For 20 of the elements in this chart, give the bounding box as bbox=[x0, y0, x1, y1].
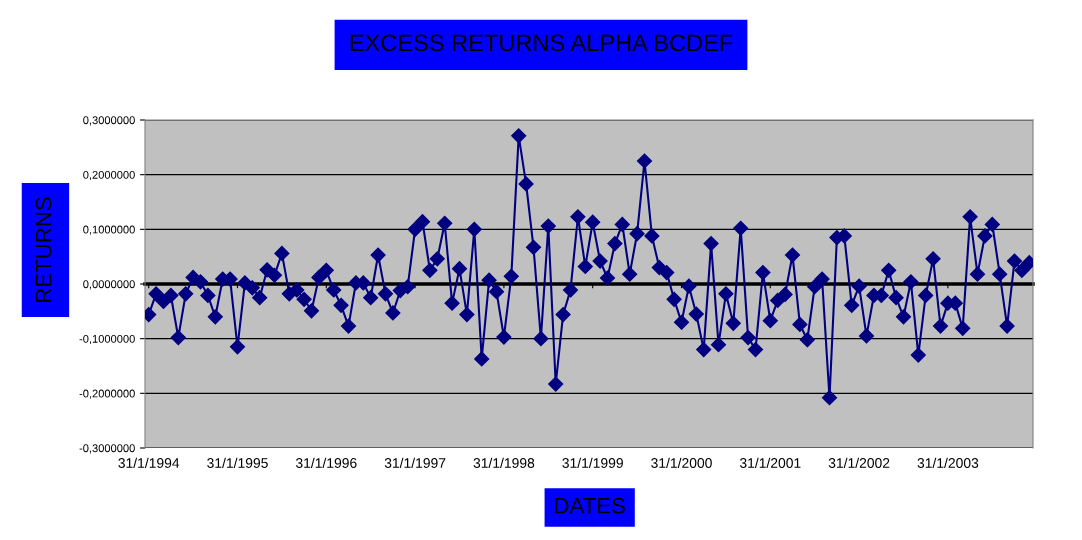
y-tick-label: 0,2000000 bbox=[83, 170, 135, 181]
x-tick-label: 31/1/1999 bbox=[562, 457, 623, 468]
y-tick-label: -0,3000000 bbox=[79, 444, 135, 454]
y-tick-label: 0,0000000 bbox=[83, 280, 135, 290]
x-tick-label: 31/1/2002 bbox=[828, 457, 890, 468]
x-tick-label: 31/1/1995 bbox=[207, 457, 268, 468]
x-tick-label: 31/1/2003 bbox=[917, 457, 979, 468]
y-axis-title: RETURNS bbox=[35, 197, 52, 302]
x-tick-label: 31/1/2001 bbox=[739, 457, 801, 468]
x-axis-title: DATES bbox=[555, 497, 625, 514]
x-tick-label: 31/1/1994 bbox=[118, 457, 180, 468]
x-tick-label: 31/1/1997 bbox=[384, 457, 446, 468]
chart-title: EXCESS RETURNS ALPHA BCDEF bbox=[350, 34, 733, 52]
x-tick-label: 31/1/1996 bbox=[295, 457, 357, 468]
y-tick-label: -0,2000000 bbox=[79, 389, 135, 399]
x-tick-label: 31/1/2000 bbox=[651, 457, 712, 468]
x-tick-label: 31/1/1998 bbox=[473, 457, 535, 468]
y-tick-label: -0,1000000 bbox=[79, 334, 135, 345]
y-tick-label: 0,1000000 bbox=[83, 225, 135, 235]
y-tick-label: 0,3000000 bbox=[83, 116, 135, 126]
